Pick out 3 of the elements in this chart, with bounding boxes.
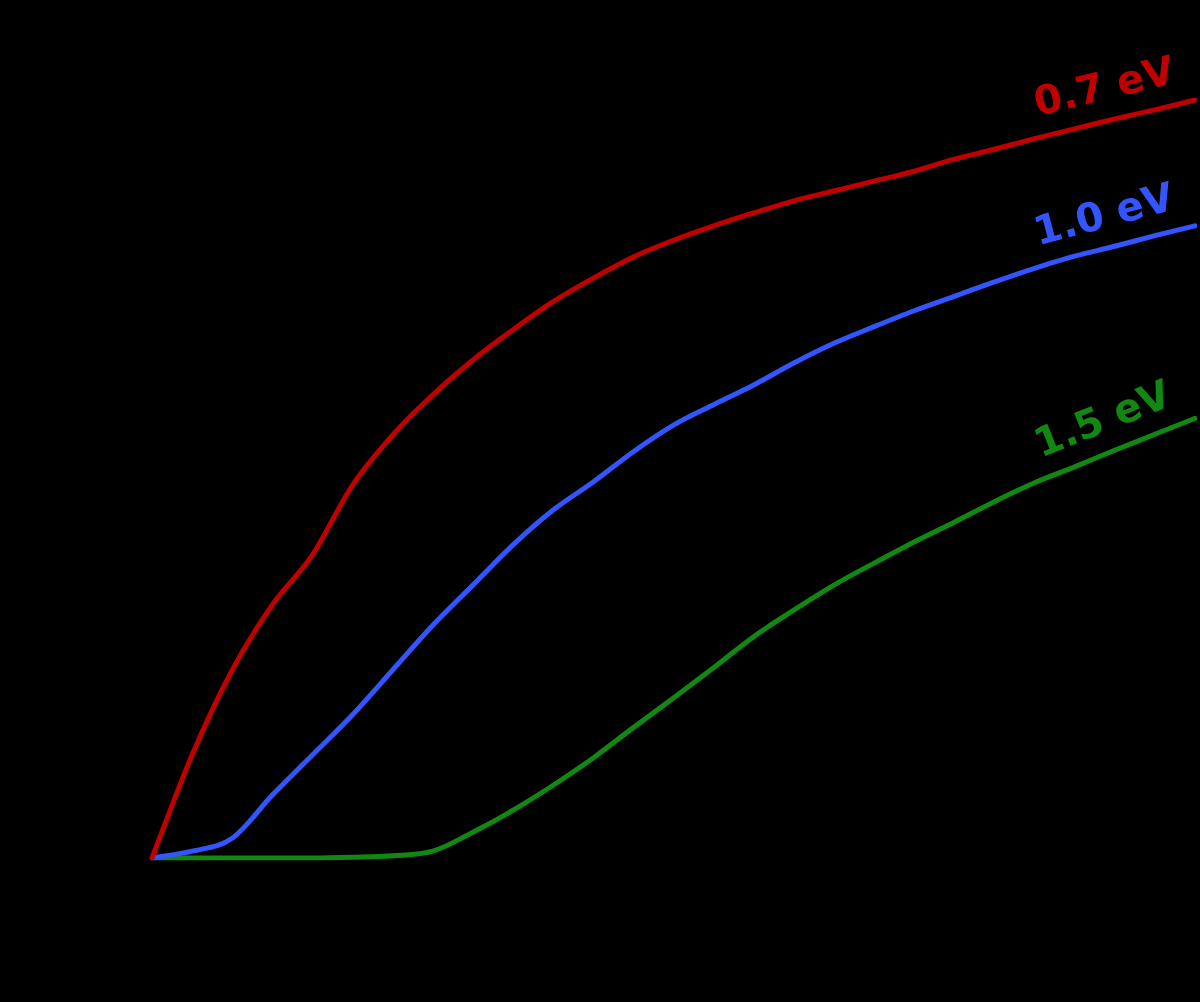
- text: 0.7 eV: [1029, 46, 1179, 125]
- text: 1.5 eV: [1027, 370, 1177, 467]
- text: 1.0 eV: [1028, 173, 1179, 255]
